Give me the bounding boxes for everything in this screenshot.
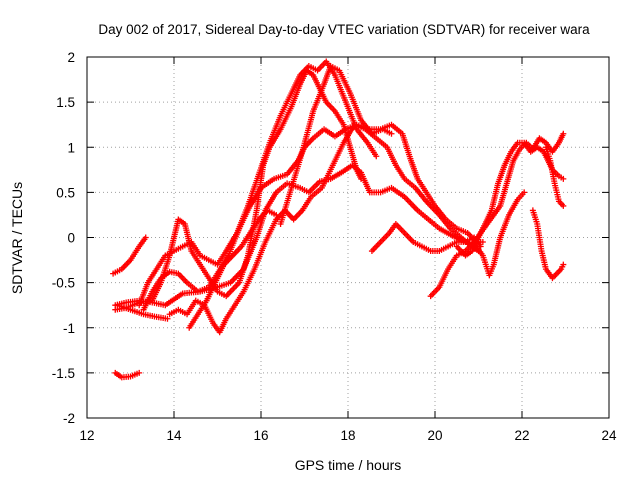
series-arc-12 bbox=[427, 130, 567, 300]
series-arc-4 bbox=[112, 67, 365, 313]
data-point bbox=[273, 211, 280, 218]
series-arc-8 bbox=[166, 121, 482, 336]
axis-ticks bbox=[86, 56, 610, 419]
series-arc-5 bbox=[114, 302, 171, 322]
y-tick-label: 2 bbox=[67, 50, 75, 65]
x-tick-label: 14 bbox=[166, 428, 182, 443]
data-point bbox=[477, 243, 484, 250]
y-tick-label: -1.5 bbox=[52, 366, 75, 381]
data-point bbox=[560, 261, 567, 268]
data-point bbox=[358, 175, 365, 182]
series-arc-15 bbox=[542, 144, 567, 209]
series-arc-2 bbox=[112, 369, 143, 381]
series-arc-6 bbox=[136, 58, 380, 309]
data-points bbox=[110, 58, 567, 381]
x-tick-labels: 12 14 16 18 20 22 24 bbox=[79, 428, 617, 443]
y-axis-label: SDTVAR / TECUs bbox=[9, 182, 25, 294]
y-tick-label: 0.5 bbox=[56, 185, 75, 200]
data-point bbox=[521, 189, 528, 196]
y-tick-label: -0.5 bbox=[52, 276, 75, 291]
x-axis-label: GPS time / hours bbox=[295, 457, 402, 473]
data-point bbox=[164, 315, 171, 322]
x-tick-label: 18 bbox=[340, 428, 355, 443]
series-arc-14 bbox=[529, 207, 567, 282]
x-tick-label: 20 bbox=[427, 428, 442, 443]
x-tick-label: 12 bbox=[79, 428, 94, 443]
data-point bbox=[388, 130, 395, 137]
y-tick-label: -1 bbox=[63, 321, 75, 336]
y-tick-label: -2 bbox=[63, 411, 75, 426]
x-tick-label: 22 bbox=[514, 428, 529, 443]
chart-title: Day 002 of 2017, Sidereal Day-to-day VTE… bbox=[98, 22, 590, 37]
y-tick-label: 0 bbox=[67, 231, 75, 246]
data-point bbox=[560, 175, 567, 182]
data-point bbox=[560, 130, 567, 137]
data-point bbox=[373, 153, 380, 160]
series-arc-1 bbox=[110, 234, 149, 277]
y-tick-labels: -2 -1.5 -1 -0.5 0 0.5 1 1.5 2 bbox=[52, 50, 75, 426]
series-arc-10 bbox=[277, 63, 395, 227]
data-point bbox=[475, 248, 482, 255]
x-tick-label: 16 bbox=[253, 428, 268, 443]
y-tick-label: 1 bbox=[67, 140, 75, 155]
data-point bbox=[479, 239, 486, 246]
data-point bbox=[136, 369, 143, 376]
y-tick-label: 1.5 bbox=[56, 95, 75, 110]
data-point bbox=[142, 234, 149, 241]
series-arc-9 bbox=[186, 207, 280, 331]
x-tick-label: 24 bbox=[601, 428, 617, 443]
data-point bbox=[560, 202, 567, 209]
